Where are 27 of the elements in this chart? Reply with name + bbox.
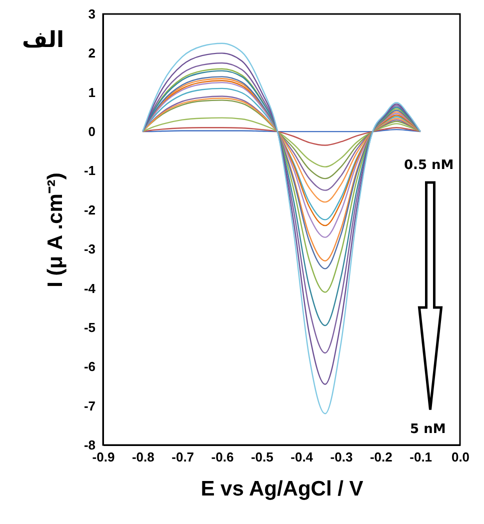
- y-tick-label: -5: [84, 320, 96, 335]
- y-tick-label: -8: [84, 438, 96, 452]
- x-tick-label: -0.5: [250, 450, 274, 464]
- y-tick-label: 1: [88, 84, 96, 100]
- y-tick-label: -1: [84, 163, 96, 178]
- x-tick-label: -0.3: [330, 450, 353, 464]
- x-axis-title: E vs Ag/AgCl / V: [200, 478, 364, 500]
- x-tick-label: -0.9: [92, 450, 115, 464]
- text: الف: [22, 28, 64, 53]
- y-tick-label: -3: [84, 242, 96, 257]
- x-tick-label: -0.1: [410, 450, 432, 464]
- annotation: 0.5 nM: [404, 158, 454, 173]
- x-tick-label: -0.6: [211, 450, 234, 464]
- y-tick-label: 3: [88, 6, 96, 22]
- x-tick-label: -0.8: [132, 450, 154, 464]
- y-tick-label: -4: [84, 280, 96, 296]
- y-axis-title: I (μ A .cm⁻²): [44, 172, 67, 288]
- x-tick-label: -0.2: [370, 450, 392, 464]
- y-tick-label: 0: [88, 124, 96, 140]
- annotation: 5 nM: [410, 422, 446, 437]
- x-tick-label: -0.7: [172, 450, 194, 464]
- x-tick-label: 0.0: [451, 450, 470, 464]
- y-tick-label: -7: [84, 398, 96, 414]
- y-tick-label: -2: [84, 202, 96, 218]
- y-tick-label: -6: [84, 359, 96, 374]
- y-tick-label: 2: [88, 46, 96, 61]
- x-tick-label: -0.4: [290, 450, 314, 464]
